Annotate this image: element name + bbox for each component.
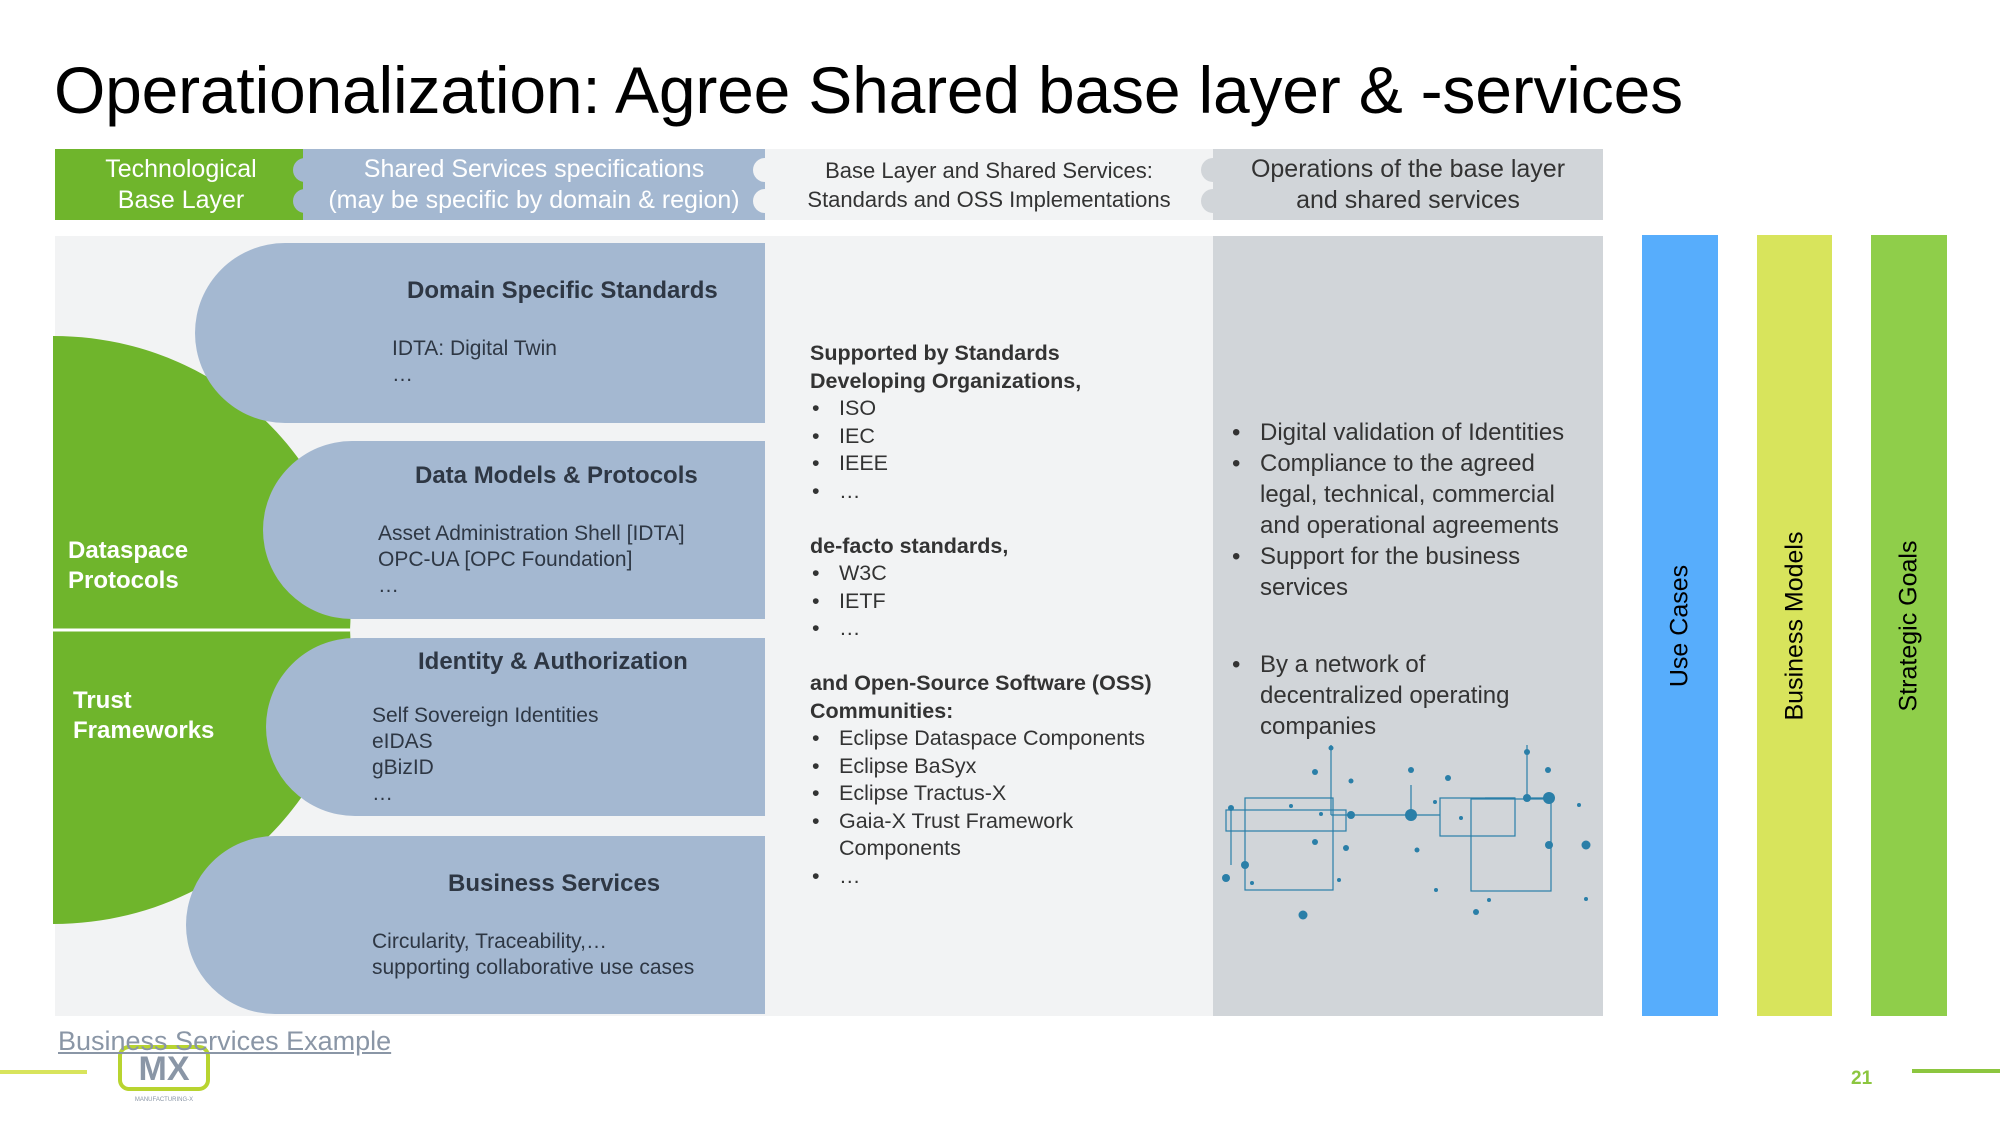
sdo-heading-1: Supported by Standards xyxy=(810,341,1060,365)
header-shared-services-specifications: Shared Services specifications (may be s… xyxy=(303,149,765,220)
data-models-protocols-title: Data Models & Protocols xyxy=(415,462,698,489)
business-models-bar: Business Models xyxy=(1757,235,1832,1016)
oss-heading-1: and Open-Source Software (OSS) xyxy=(810,671,1152,695)
list-item: Digital validation of Identities xyxy=(1230,417,1600,448)
identity-authorization-text: Self Sovereign Identities eIDAS gBizID … xyxy=(372,704,599,805)
header-technological-base-layer: Technological Base Layer xyxy=(55,149,307,220)
list-item: IEC xyxy=(810,423,1210,451)
domain-specific-standards-box xyxy=(195,243,765,423)
domain-specific-standards-text: IDTA: Digital Twin … xyxy=(392,337,557,386)
domain-specific-standards-title: Domain Specific Standards xyxy=(407,277,718,304)
operations-list-2: By a network of decentralized operating … xyxy=(1230,649,1600,742)
sdo-list: ISO IEC IEEE … xyxy=(810,395,1210,505)
operations-list: Digital validation of Identities Complia… xyxy=(1230,417,1600,603)
footer-accent-left xyxy=(0,1070,87,1074)
list-item: Eclipse Tractus-X xyxy=(810,780,1210,808)
oss-list: Eclipse Dataspace Components Eclipse BaS… xyxy=(810,725,1210,890)
defacto-heading: de-facto standards, xyxy=(810,533,1009,558)
list-item: IEEE xyxy=(810,450,1210,478)
list-item: ISO xyxy=(810,395,1210,423)
identity-authorization-title: Identity & Authorization xyxy=(418,648,688,675)
dataspace-protocols-label: Dataspace Protocols xyxy=(68,537,189,594)
network-illustration-icon xyxy=(1222,745,1591,920)
oss-heading-2: Communities: xyxy=(810,698,954,723)
trust-frameworks-label: Trust Frameworks xyxy=(73,687,215,744)
standards-text: Supported by Standards Developing Organi… xyxy=(810,340,1210,890)
strategic-goals-bar: Strategic Goals xyxy=(1871,235,1947,1016)
strategic-goals-label: Strategic Goals xyxy=(1894,540,1923,711)
header-operations: Operations of the base layer and shared … xyxy=(1213,149,1603,220)
header-notch-1 xyxy=(293,158,317,213)
business-services-example-link[interactable]: Business Services Example xyxy=(58,1026,392,1056)
header-standards-oss: Base Layer and Shared Services: Standard… xyxy=(765,149,1213,220)
list-item: Eclipse Dataspace Components xyxy=(810,725,1210,753)
data-models-protocols-box xyxy=(263,441,765,619)
manufacturing-x-logo: MX MANUFACTURING-X xyxy=(118,1045,210,1103)
svg-text:MX: MX xyxy=(139,1050,190,1088)
page-number: 21 xyxy=(1851,1068,1873,1089)
list-item: W3C xyxy=(810,560,1210,588)
sdo-heading-2: Developing Organizations, xyxy=(810,368,1082,393)
page-title: Operationalization: Agree Shared base la… xyxy=(54,53,1683,127)
business-models-label: Business Models xyxy=(1780,531,1808,720)
list-item: Eclipse BaSyx xyxy=(810,753,1210,781)
list-item: Support for the business services xyxy=(1230,541,1550,603)
list-item: By a network of decentralized operating … xyxy=(1230,649,1540,742)
operations-text: Digital validation of Identities Complia… xyxy=(1230,417,1600,742)
operations-column xyxy=(1213,236,1603,1016)
footer-accent-right xyxy=(1912,1069,2000,1073)
list-item: … xyxy=(810,863,1210,891)
use-cases-bar: Use Cases xyxy=(1642,235,1718,1016)
list-item: … xyxy=(810,615,1210,643)
identity-authorization-box xyxy=(266,638,765,816)
list-item: Compliance to the agreed legal, technica… xyxy=(1230,448,1575,541)
list-item: Gaia-X Trust Framework Components xyxy=(810,808,1110,863)
list-item: IETF xyxy=(810,588,1210,616)
business-services-title: Business Services xyxy=(448,870,661,897)
business-services-box xyxy=(186,836,765,1014)
list-item: … xyxy=(810,478,1210,506)
business-services-text: Circularity, Traceability,… supporting c… xyxy=(372,930,695,979)
use-cases-label: Use Cases xyxy=(1665,564,1694,687)
defacto-list: W3C IETF … xyxy=(810,560,1210,643)
header-notch-3 xyxy=(1201,158,1225,213)
data-models-protocols-text: Asset Administration Shell [IDTA] OPC-UA… xyxy=(378,522,685,597)
svg-text:MANUFACTURING-X: MANUFACTURING-X xyxy=(135,1097,193,1103)
header-notch-2 xyxy=(753,158,777,213)
